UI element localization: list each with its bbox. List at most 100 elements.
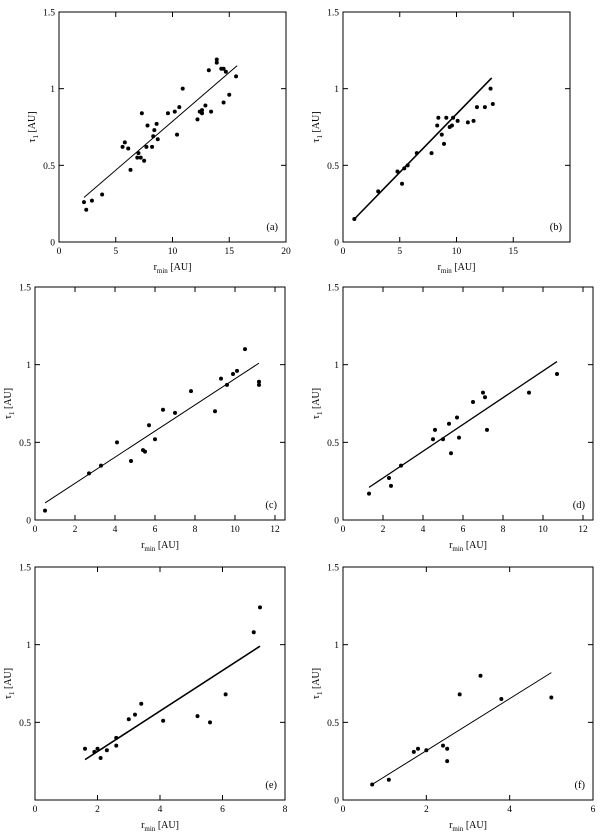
data-point	[128, 167, 133, 172]
y-tick-label: 1.5	[327, 564, 339, 574]
y-tick-label: 0.5	[43, 162, 55, 172]
data-point	[471, 399, 475, 404]
data-point	[457, 435, 461, 440]
plot-frame	[342, 286, 594, 521]
data-point	[195, 117, 200, 122]
data-point	[441, 437, 445, 442]
data-point	[126, 717, 131, 722]
data-point	[411, 749, 416, 754]
data-point	[114, 735, 119, 740]
y-tick-label: 1.5	[19, 284, 31, 294]
plot-frame	[34, 566, 286, 801]
x-tick-label: 0	[57, 247, 62, 257]
data-point	[135, 155, 140, 160]
data-point	[455, 118, 460, 123]
data-point	[465, 120, 470, 125]
data-point	[83, 746, 87, 751]
fit-line	[83, 65, 238, 198]
data-point	[223, 69, 228, 74]
data-point	[95, 746, 100, 751]
x-tick-label: 6	[461, 525, 466, 535]
data-point	[129, 458, 133, 463]
x-tick-label: 2	[424, 805, 429, 815]
data-point	[173, 410, 177, 415]
x-axis-label: rmin [AU]	[141, 540, 179, 553]
data-point	[549, 695, 554, 700]
data-point	[89, 198, 94, 203]
x-tick-label: 4	[158, 805, 163, 815]
data-point	[482, 105, 487, 110]
data-point	[154, 121, 159, 126]
x-tick-label: 0	[33, 525, 38, 535]
x-axis-label: rmin [AU]	[449, 540, 487, 553]
data-point	[445, 746, 450, 751]
data-point	[126, 146, 131, 151]
x-tick-label: 20	[281, 247, 291, 257]
x-tick-label: 0	[341, 525, 346, 535]
data-point	[150, 144, 155, 149]
data-point	[258, 605, 262, 610]
x-tick-label: 8	[193, 525, 198, 535]
data-point	[161, 407, 165, 412]
data-point	[99, 463, 103, 468]
panel-label: (a)	[266, 222, 278, 233]
data-point	[195, 714, 200, 719]
y-tick-label: 1.5	[327, 9, 339, 19]
data-point	[151, 134, 156, 139]
panel-f: 0 2 4 6 0 0.5 1 1.5 (f) rmin [AU] τ1 [AU]	[311, 564, 596, 834]
panel-d: 0 2 4 6 8 10 12 0 0.5 1 1.5 (d) rmin [AU] τ1 [AU]	[311, 284, 594, 553]
y-axis-label: τ1 [AU]	[3, 668, 16, 699]
data-point	[120, 144, 125, 149]
data-point	[400, 181, 405, 186]
y-tick-label: 0	[26, 517, 31, 527]
plot-frame	[342, 11, 571, 243]
data-point	[122, 140, 127, 145]
x-tick-label: 10	[168, 247, 178, 257]
data-point	[165, 111, 170, 116]
x-axis-label: rmin [AU]	[438, 262, 476, 275]
data-point	[209, 109, 214, 114]
data-point	[100, 192, 105, 197]
data-point	[447, 421, 451, 426]
data-point	[172, 109, 177, 114]
data-point	[235, 368, 239, 373]
panel-a: 0 5 10 15 20 0 0.5 1 1.5 (a) rmin [AU] τ1 [AU]	[27, 9, 291, 276]
fit-line	[353, 77, 493, 220]
data-point	[145, 123, 150, 128]
x-tick-label: 4	[421, 525, 426, 535]
data-point	[208, 720, 212, 725]
y-axis-label: τ1 [AU]	[3, 388, 16, 419]
data-point	[203, 103, 208, 108]
x-tick-label: 4	[507, 805, 512, 815]
x-tick-label: 8	[501, 525, 506, 535]
y-tick-label: 1	[26, 361, 31, 371]
y-tick-label: 1	[26, 641, 31, 651]
data-point	[478, 673, 483, 678]
data-point	[115, 440, 119, 445]
data-point	[395, 169, 400, 174]
data-point	[142, 158, 147, 163]
data-point	[214, 60, 219, 65]
fit-line	[84, 645, 261, 761]
panel-label: (d)	[573, 500, 586, 511]
data-point	[424, 748, 429, 753]
plot-frame	[342, 566, 594, 801]
data-point	[376, 189, 381, 194]
panel-label: (c)	[265, 500, 277, 511]
data-point	[180, 86, 185, 91]
x-tick-label: 15	[225, 247, 235, 257]
data-point	[455, 415, 459, 420]
data-point	[104, 748, 109, 753]
data-point	[439, 132, 444, 137]
data-point	[435, 123, 440, 128]
data-point	[223, 692, 228, 697]
x-tick-label: 0	[341, 247, 346, 257]
data-point	[474, 105, 479, 110]
data-point	[449, 123, 454, 128]
data-point	[402, 166, 407, 171]
y-tick-label: 0	[50, 239, 55, 249]
data-point	[231, 371, 235, 376]
x-tick-label: 6	[153, 525, 158, 535]
y-axis-label: τ1 [AU]	[311, 388, 324, 419]
data-point	[387, 476, 391, 481]
